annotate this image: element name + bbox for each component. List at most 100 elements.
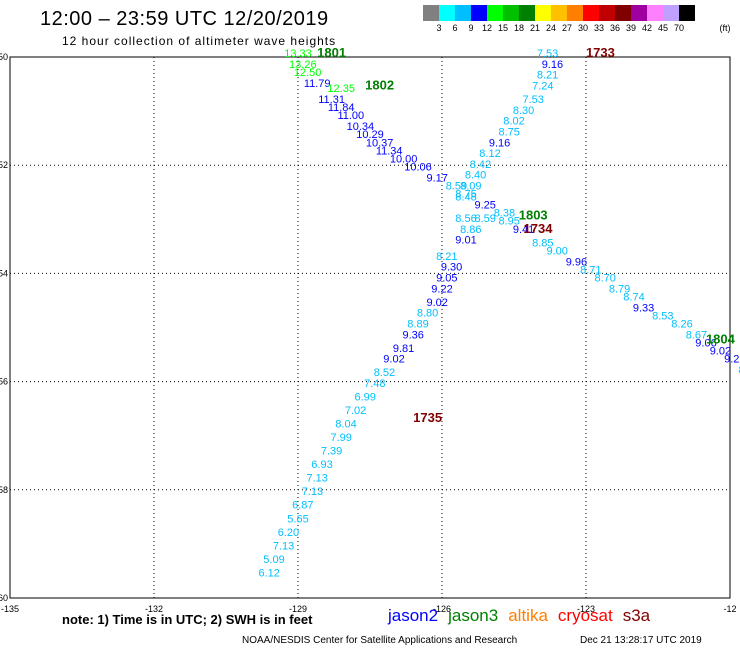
- satellite-legend: jason2 jason3 altika cryosat s3a: [388, 606, 660, 626]
- chart-title: 12:00 – 23:59 UTC 12/20/2019: [40, 8, 329, 30]
- wave-height-label: 7.53: [537, 48, 558, 60]
- wave-height-label: 12.35: [327, 83, 355, 95]
- wave-height-label: 7.39: [321, 446, 342, 458]
- color-scale-tick: 12: [481, 23, 493, 33]
- wave-height-label: 7.13: [302, 486, 323, 498]
- color-scale-tick: 33: [593, 23, 605, 33]
- wave-height-label: 10.00: [390, 153, 418, 165]
- color-scale-tick: 70: [673, 23, 685, 33]
- x-tick-label: -132: [145, 604, 163, 614]
- color-scale-tick: 21: [529, 23, 541, 33]
- wave-height-label: 9.01: [455, 235, 476, 247]
- wave-height-label: 9.16: [489, 137, 510, 149]
- color-scale-tick: 39: [625, 23, 637, 33]
- wave-height-label: 7.24: [532, 80, 553, 92]
- y-tick-label: -58: [0, 485, 8, 495]
- wave-height-label: 8.59: [446, 181, 467, 193]
- x-tick-label: -12: [723, 604, 736, 614]
- wave-height-label: 8.04: [335, 419, 356, 431]
- wave-height-label: 9.02: [710, 346, 731, 358]
- wave-height-label: 8.95: [498, 216, 519, 228]
- wave-height-label: 6.20: [278, 527, 299, 539]
- credit-text: NOAA/NESDIS Center for Satellite Applica…: [242, 635, 518, 646]
- x-tick-label: -135: [1, 604, 19, 614]
- wave-height-label: 8.38: [494, 208, 515, 220]
- color-swatch: [519, 5, 535, 21]
- wave-height-label: 5.09: [263, 554, 284, 566]
- footer-note: note: 1) Time is in UTC; 2) SWH is in fe…: [62, 612, 313, 627]
- color-scale-tick: 30: [577, 23, 589, 33]
- color-swatch: [631, 5, 647, 21]
- wave-height-label: 9.25: [474, 199, 495, 211]
- wave-height-label: 8.26: [671, 319, 692, 331]
- wave-height-label: 10.37: [366, 137, 394, 149]
- wave-height-label: 12.50: [294, 67, 322, 79]
- wave-height-label: 8.52: [374, 367, 395, 379]
- wave-height-label: 9.02: [383, 354, 404, 366]
- color-swatch: [423, 5, 439, 21]
- wave-height-label: 5.65: [287, 513, 308, 525]
- wave-height-label: 8.59: [474, 213, 495, 225]
- wave-height-label: 8.40: [465, 170, 486, 182]
- color-scale-tick: 42: [641, 23, 653, 33]
- color-scale-tick: 18: [513, 23, 525, 33]
- wave-height-label: 9.17: [426, 172, 447, 184]
- wave-height-label: 9.22: [724, 354, 740, 366]
- color-scale-bar: [423, 5, 735, 21]
- wave-height-label: 6.87: [292, 500, 313, 512]
- color-scale-tick: 36: [609, 23, 621, 33]
- color-scale-tick: 24: [545, 23, 557, 33]
- wave-height-label: 8.09: [460, 181, 481, 193]
- wave-height-label: 8.71: [580, 264, 601, 276]
- wave-height-label: 7.13: [306, 473, 327, 485]
- wave-height-label: 11.79: [304, 78, 331, 90]
- legend-item-jason3: jason3: [448, 606, 499, 625]
- wave-height-label: 8.12: [479, 148, 500, 160]
- pass-time-label: 1804: [706, 332, 736, 347]
- pass-time-label: 1734: [524, 221, 554, 236]
- wave-height-label: 8.30: [513, 105, 534, 117]
- pass-time-label: 1801: [317, 45, 346, 60]
- wave-height-label: 7.48: [364, 378, 385, 390]
- color-scale-tick: 27: [561, 23, 573, 33]
- pass-time-label: 1802: [365, 77, 394, 92]
- y-tick-label: -52: [0, 160, 8, 170]
- wave-height-label: 9.16: [542, 59, 563, 71]
- wave-height-label: 9.33: [633, 302, 654, 314]
- color-swatch: [503, 5, 519, 21]
- wave-height-label: 13.33: [284, 48, 312, 60]
- wave-height-label: 7.13: [273, 540, 294, 552]
- wave-height-label: 8.86: [460, 224, 481, 236]
- wave-height-label: 11.34: [376, 145, 403, 157]
- wave-height-label: 8.21: [436, 251, 457, 263]
- pass-time-label: 1735: [413, 410, 442, 425]
- wave-height-label: 8.75: [455, 189, 476, 201]
- wave-height-label: 9.02: [426, 297, 447, 309]
- wave-height-label: 11.31: [318, 94, 345, 106]
- color-scale-tick: 3: [436, 23, 442, 33]
- wave-height-label: 7.53: [522, 94, 543, 106]
- wave-height-label: 9.22: [431, 283, 452, 295]
- wave-height-label: 11.00: [337, 110, 364, 122]
- color-swatch: [471, 5, 487, 21]
- color-swatch: [567, 5, 583, 21]
- color-swatch: [439, 5, 455, 21]
- x-tick-label: -126: [433, 604, 451, 614]
- y-tick-label: -60: [0, 593, 8, 603]
- wave-height-label: 8.56: [455, 213, 476, 225]
- color-swatch: [583, 5, 599, 21]
- y-tick-label: -50: [0, 52, 8, 62]
- wave-height-label: 9.00: [546, 245, 567, 257]
- color-swatch: [663, 5, 679, 21]
- wave-height-label: 6.12: [258, 567, 279, 579]
- legend-item-s3a: s3a: [622, 606, 651, 625]
- wave-height-label: 9.30: [441, 262, 462, 274]
- wave-height-label: 10.06: [404, 162, 432, 174]
- color-scale-tick: 45: [657, 23, 669, 33]
- chart-subtitle: 12 hour collection of altimeter wave hei…: [62, 34, 337, 48]
- wave-height-label: 8.85: [532, 237, 553, 249]
- wave-height-label: 8.21: [537, 70, 558, 82]
- wave-height-label: 8.48: [455, 191, 476, 203]
- wave-height-label: 9.81: [393, 343, 414, 355]
